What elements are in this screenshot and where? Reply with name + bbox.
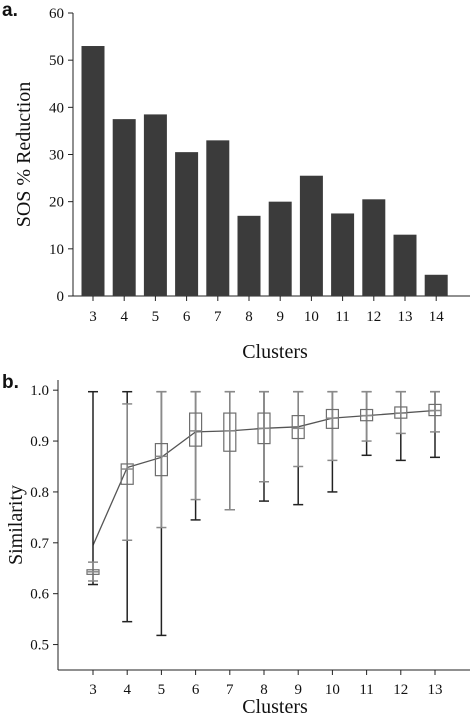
bar-cluster-9 [268, 201, 292, 296]
box-cluster-9 [291, 415, 305, 440]
bar-cluster-6 [175, 152, 199, 296]
y-tick-label: 0.7 [30, 536, 49, 552]
x-tick-label: 8 [245, 309, 253, 325]
bar-chart-panel-a: 0 10 20 30 40 50 60 3 4 5 6 7 8 9 10 11 12 13 14 Clusters SO… [13, 6, 470, 363]
box-cluster-10 [325, 408, 339, 429]
y-tick-label: 0.6 [30, 587, 49, 603]
y-tick-label: 20 [49, 195, 64, 211]
y-tick-label: 1.0 [30, 383, 49, 399]
x-axis-title: Clusters [242, 341, 308, 363]
x-tick-label: 3 [89, 682, 97, 698]
x-tick-label: 11 [359, 682, 373, 698]
x-tick-label: 12 [366, 309, 381, 325]
bar-cluster-4 [112, 119, 136, 296]
y-axis-title: Similarity [5, 485, 27, 565]
x-tick-label: 10 [325, 682, 340, 698]
x-tick-label: 9 [294, 682, 302, 698]
box-cluster-6 [189, 412, 203, 447]
x-tick-label: 11 [335, 309, 349, 325]
x-tick-label: 5 [158, 682, 166, 698]
y-tick-label: 50 [49, 53, 64, 69]
bar-cluster-8 [237, 215, 261, 296]
y-tick-label: 40 [49, 100, 64, 116]
x-tick-label: 9 [276, 309, 284, 325]
panel-a-label: a. [2, 0, 18, 21]
bar-cluster-11 [331, 213, 355, 296]
bar-cluster-12 [362, 199, 386, 296]
bar-cluster-14 [424, 274, 448, 296]
x-tick-label: 12 [393, 682, 408, 698]
x-tick-label: 6 [183, 309, 191, 325]
y-axis-title: SOS % Reduction [13, 82, 35, 228]
y-tick-label: 60 [49, 6, 64, 22]
bar-cluster-13 [393, 234, 417, 296]
x-tick-label: 4 [123, 682, 131, 698]
x-tick-label: 7 [226, 682, 234, 698]
y-tick-label: 0.8 [30, 485, 49, 501]
x-tick-label: 6 [192, 682, 200, 698]
x-tick-label: 5 [152, 309, 160, 325]
x-tick-label: 14 [429, 309, 445, 325]
box-chart-panel-b: 0.5 0.6 0.7 0.8 0.9 1.0 3 4 5 6 7 8 9 10 11 12 13 Cluster… [5, 380, 470, 718]
box-cluster-7 [223, 412, 237, 452]
y-tick-label: 30 [49, 148, 64, 164]
y-tick-label: 0.5 [30, 638, 49, 654]
x-tick-label: 7 [214, 309, 222, 325]
x-tick-label: 3 [89, 309, 97, 325]
x-tick-label: 13 [428, 682, 443, 698]
y-tick-label: 0.9 [30, 434, 49, 450]
bar-cluster-5 [143, 114, 167, 297]
box-cluster-4 [120, 463, 134, 485]
x-axis-title: Clusters [242, 696, 308, 718]
x-tick-label: 4 [120, 309, 128, 325]
y-tick-label: 10 [49, 242, 64, 258]
bar-cluster-7 [206, 140, 230, 296]
x-tick-label: 8 [260, 682, 268, 698]
x-tick-label: 13 [398, 309, 413, 325]
panel-b-label: b. [2, 372, 19, 393]
y-tick-label: 0 [57, 289, 65, 305]
box-cluster-5 [154, 442, 168, 477]
x-tick-label: 10 [304, 309, 319, 325]
bar-cluster-10 [299, 175, 323, 296]
bar-cluster-3 [81, 46, 105, 297]
